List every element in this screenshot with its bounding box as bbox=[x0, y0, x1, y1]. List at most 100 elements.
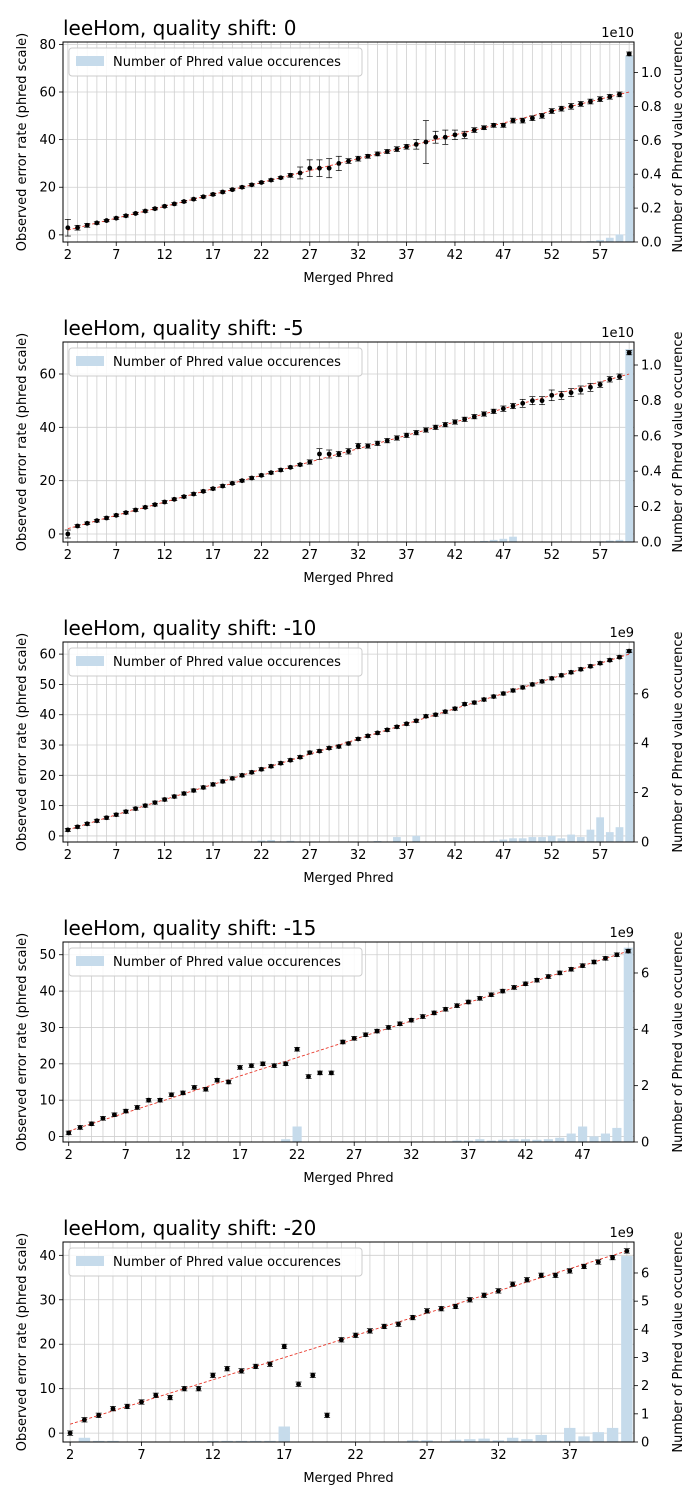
data-point bbox=[230, 481, 235, 486]
x-axis-label: Merged Phred bbox=[303, 1471, 393, 1486]
y-axis-label: Observed error rate (phred scale) bbox=[15, 933, 30, 1151]
data-point bbox=[520, 685, 525, 690]
y2-tick-label: 6 bbox=[641, 1266, 649, 1281]
data-point bbox=[268, 1362, 273, 1367]
x-tick-label: 37 bbox=[398, 248, 415, 263]
data-point bbox=[65, 225, 70, 230]
data-point bbox=[530, 682, 535, 687]
data-point bbox=[535, 978, 540, 983]
bar bbox=[577, 837, 585, 842]
x-tick-label: 12 bbox=[205, 1448, 222, 1463]
legend-swatch bbox=[76, 956, 104, 966]
data-point bbox=[592, 960, 597, 965]
data-point bbox=[211, 192, 216, 197]
data-point bbox=[368, 1328, 373, 1333]
x-tick-label: 57 bbox=[592, 248, 609, 263]
y-tick-label: 10 bbox=[39, 799, 56, 814]
x-tick-label: 12 bbox=[175, 1148, 192, 1163]
data-point bbox=[588, 664, 593, 669]
data-point bbox=[523, 981, 528, 986]
data-point bbox=[124, 809, 129, 814]
x-tick-label: 42 bbox=[447, 548, 464, 563]
data-point bbox=[85, 223, 90, 228]
x-tick-label: 7 bbox=[112, 548, 120, 563]
data-point bbox=[153, 206, 158, 211]
data-point bbox=[94, 518, 99, 523]
data-point bbox=[124, 510, 129, 515]
data-point bbox=[210, 1373, 215, 1378]
data-point bbox=[306, 1074, 311, 1079]
data-point bbox=[443, 422, 448, 427]
data-point bbox=[598, 97, 603, 102]
bar bbox=[625, 649, 633, 842]
data-point bbox=[385, 727, 390, 732]
data-point bbox=[201, 489, 206, 494]
data-point bbox=[153, 1393, 158, 1398]
data-point bbox=[414, 718, 419, 723]
y-tick-label: 40 bbox=[39, 708, 56, 723]
legend-label: Number of Phred value occurences bbox=[113, 355, 341, 370]
chart-title: leeHom, quality shift: -5 bbox=[63, 316, 304, 340]
data-point bbox=[624, 1248, 629, 1253]
data-point bbox=[482, 412, 487, 417]
x-tick-label: 22 bbox=[347, 1448, 364, 1463]
data-point bbox=[598, 382, 603, 387]
data-point bbox=[317, 452, 322, 457]
x-tick-label: 42 bbox=[517, 1148, 534, 1163]
data-point bbox=[327, 746, 332, 751]
data-point bbox=[169, 1092, 174, 1097]
data-point bbox=[143, 209, 148, 214]
y2-tick-label: 0.8 bbox=[641, 394, 662, 409]
x-tick-label: 22 bbox=[253, 848, 270, 863]
data-point bbox=[472, 414, 477, 419]
x-tick-label: 27 bbox=[302, 248, 319, 263]
data-point bbox=[249, 182, 254, 187]
data-point bbox=[466, 1000, 471, 1005]
data-point bbox=[296, 1382, 301, 1387]
data-point bbox=[453, 132, 458, 137]
data-point bbox=[414, 142, 419, 147]
data-point bbox=[114, 513, 119, 518]
y-tick-label: 60 bbox=[39, 648, 56, 663]
data-point bbox=[582, 1264, 587, 1269]
data-point bbox=[617, 374, 622, 379]
data-point bbox=[520, 118, 525, 123]
x-tick-label: 47 bbox=[495, 848, 512, 863]
x-axis-label: Merged Phred bbox=[303, 871, 393, 886]
x-tick-label: 27 bbox=[419, 1448, 436, 1463]
data-point bbox=[181, 1091, 186, 1096]
data-point bbox=[225, 1366, 230, 1371]
data-point bbox=[472, 700, 477, 705]
data-point bbox=[269, 470, 274, 475]
data-point bbox=[329, 1071, 334, 1076]
y-tick-label: 30 bbox=[39, 739, 56, 754]
x-tick-label: 12 bbox=[156, 848, 173, 863]
data-point bbox=[501, 691, 506, 696]
legend-swatch bbox=[76, 1256, 104, 1266]
data-point bbox=[432, 1011, 437, 1016]
data-point bbox=[617, 92, 622, 97]
data-point bbox=[153, 800, 158, 805]
data-point bbox=[375, 152, 380, 157]
data-point bbox=[94, 818, 99, 823]
y2-tick-label: 0.4 bbox=[641, 465, 662, 480]
x-tick-label: 17 bbox=[205, 848, 222, 863]
data-point bbox=[511, 688, 516, 693]
data-point bbox=[75, 524, 80, 529]
data-point bbox=[288, 173, 293, 178]
legend: Number of Phred value occurences bbox=[69, 48, 362, 76]
x-tick-label: 7 bbox=[112, 848, 120, 863]
x-tick-label: 32 bbox=[350, 848, 367, 863]
legend-label: Number of Phred value occurences bbox=[113, 55, 341, 70]
y2-tick-label: 4 bbox=[641, 1323, 649, 1338]
x-tick-label: 27 bbox=[302, 548, 319, 563]
data-point bbox=[578, 388, 583, 393]
data-point bbox=[211, 782, 216, 787]
bar bbox=[578, 1436, 589, 1442]
y2-tick-label: 0.0 bbox=[641, 536, 662, 551]
bar bbox=[587, 830, 595, 842]
y-tick-label: 60 bbox=[39, 86, 56, 101]
